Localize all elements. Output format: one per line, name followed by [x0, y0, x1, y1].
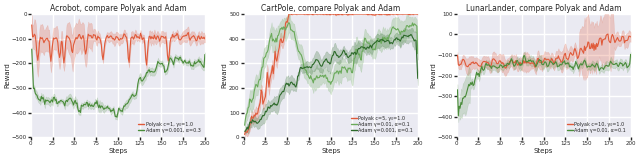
Title: CartPole, compare Polyak and Adam: CartPole, compare Polyak and Adam — [261, 4, 401, 13]
X-axis label: Steps: Steps — [534, 148, 553, 154]
X-axis label: Steps: Steps — [321, 148, 340, 154]
Y-axis label: Reward: Reward — [221, 63, 228, 88]
Legend: Polyak c=1, γ₀=1.0, Adam γ=0.001, α=0.3: Polyak c=1, γ₀=1.0, Adam γ=0.001, α=0.3 — [136, 120, 202, 135]
X-axis label: Steps: Steps — [108, 148, 127, 154]
Title: LunarLander, compare Polyak and Adam: LunarLander, compare Polyak and Adam — [466, 4, 621, 13]
Legend: Polyak c=10, γ₀=1.0, Adam γ=0.01, α=0.1: Polyak c=10, γ₀=1.0, Adam γ=0.01, α=0.1 — [564, 120, 628, 135]
Title: Acrobot, compare Polyak and Adam: Acrobot, compare Polyak and Adam — [49, 4, 186, 13]
Y-axis label: Reward: Reward — [4, 63, 10, 88]
Y-axis label: Reward: Reward — [430, 63, 436, 88]
Legend: Polyak c=5, γ₀=1.0, Adam γ=0.01, α=0.1, Adam γ=0.001, α=0.1: Polyak c=5, γ₀=1.0, Adam γ=0.01, α=0.1, … — [349, 114, 415, 135]
